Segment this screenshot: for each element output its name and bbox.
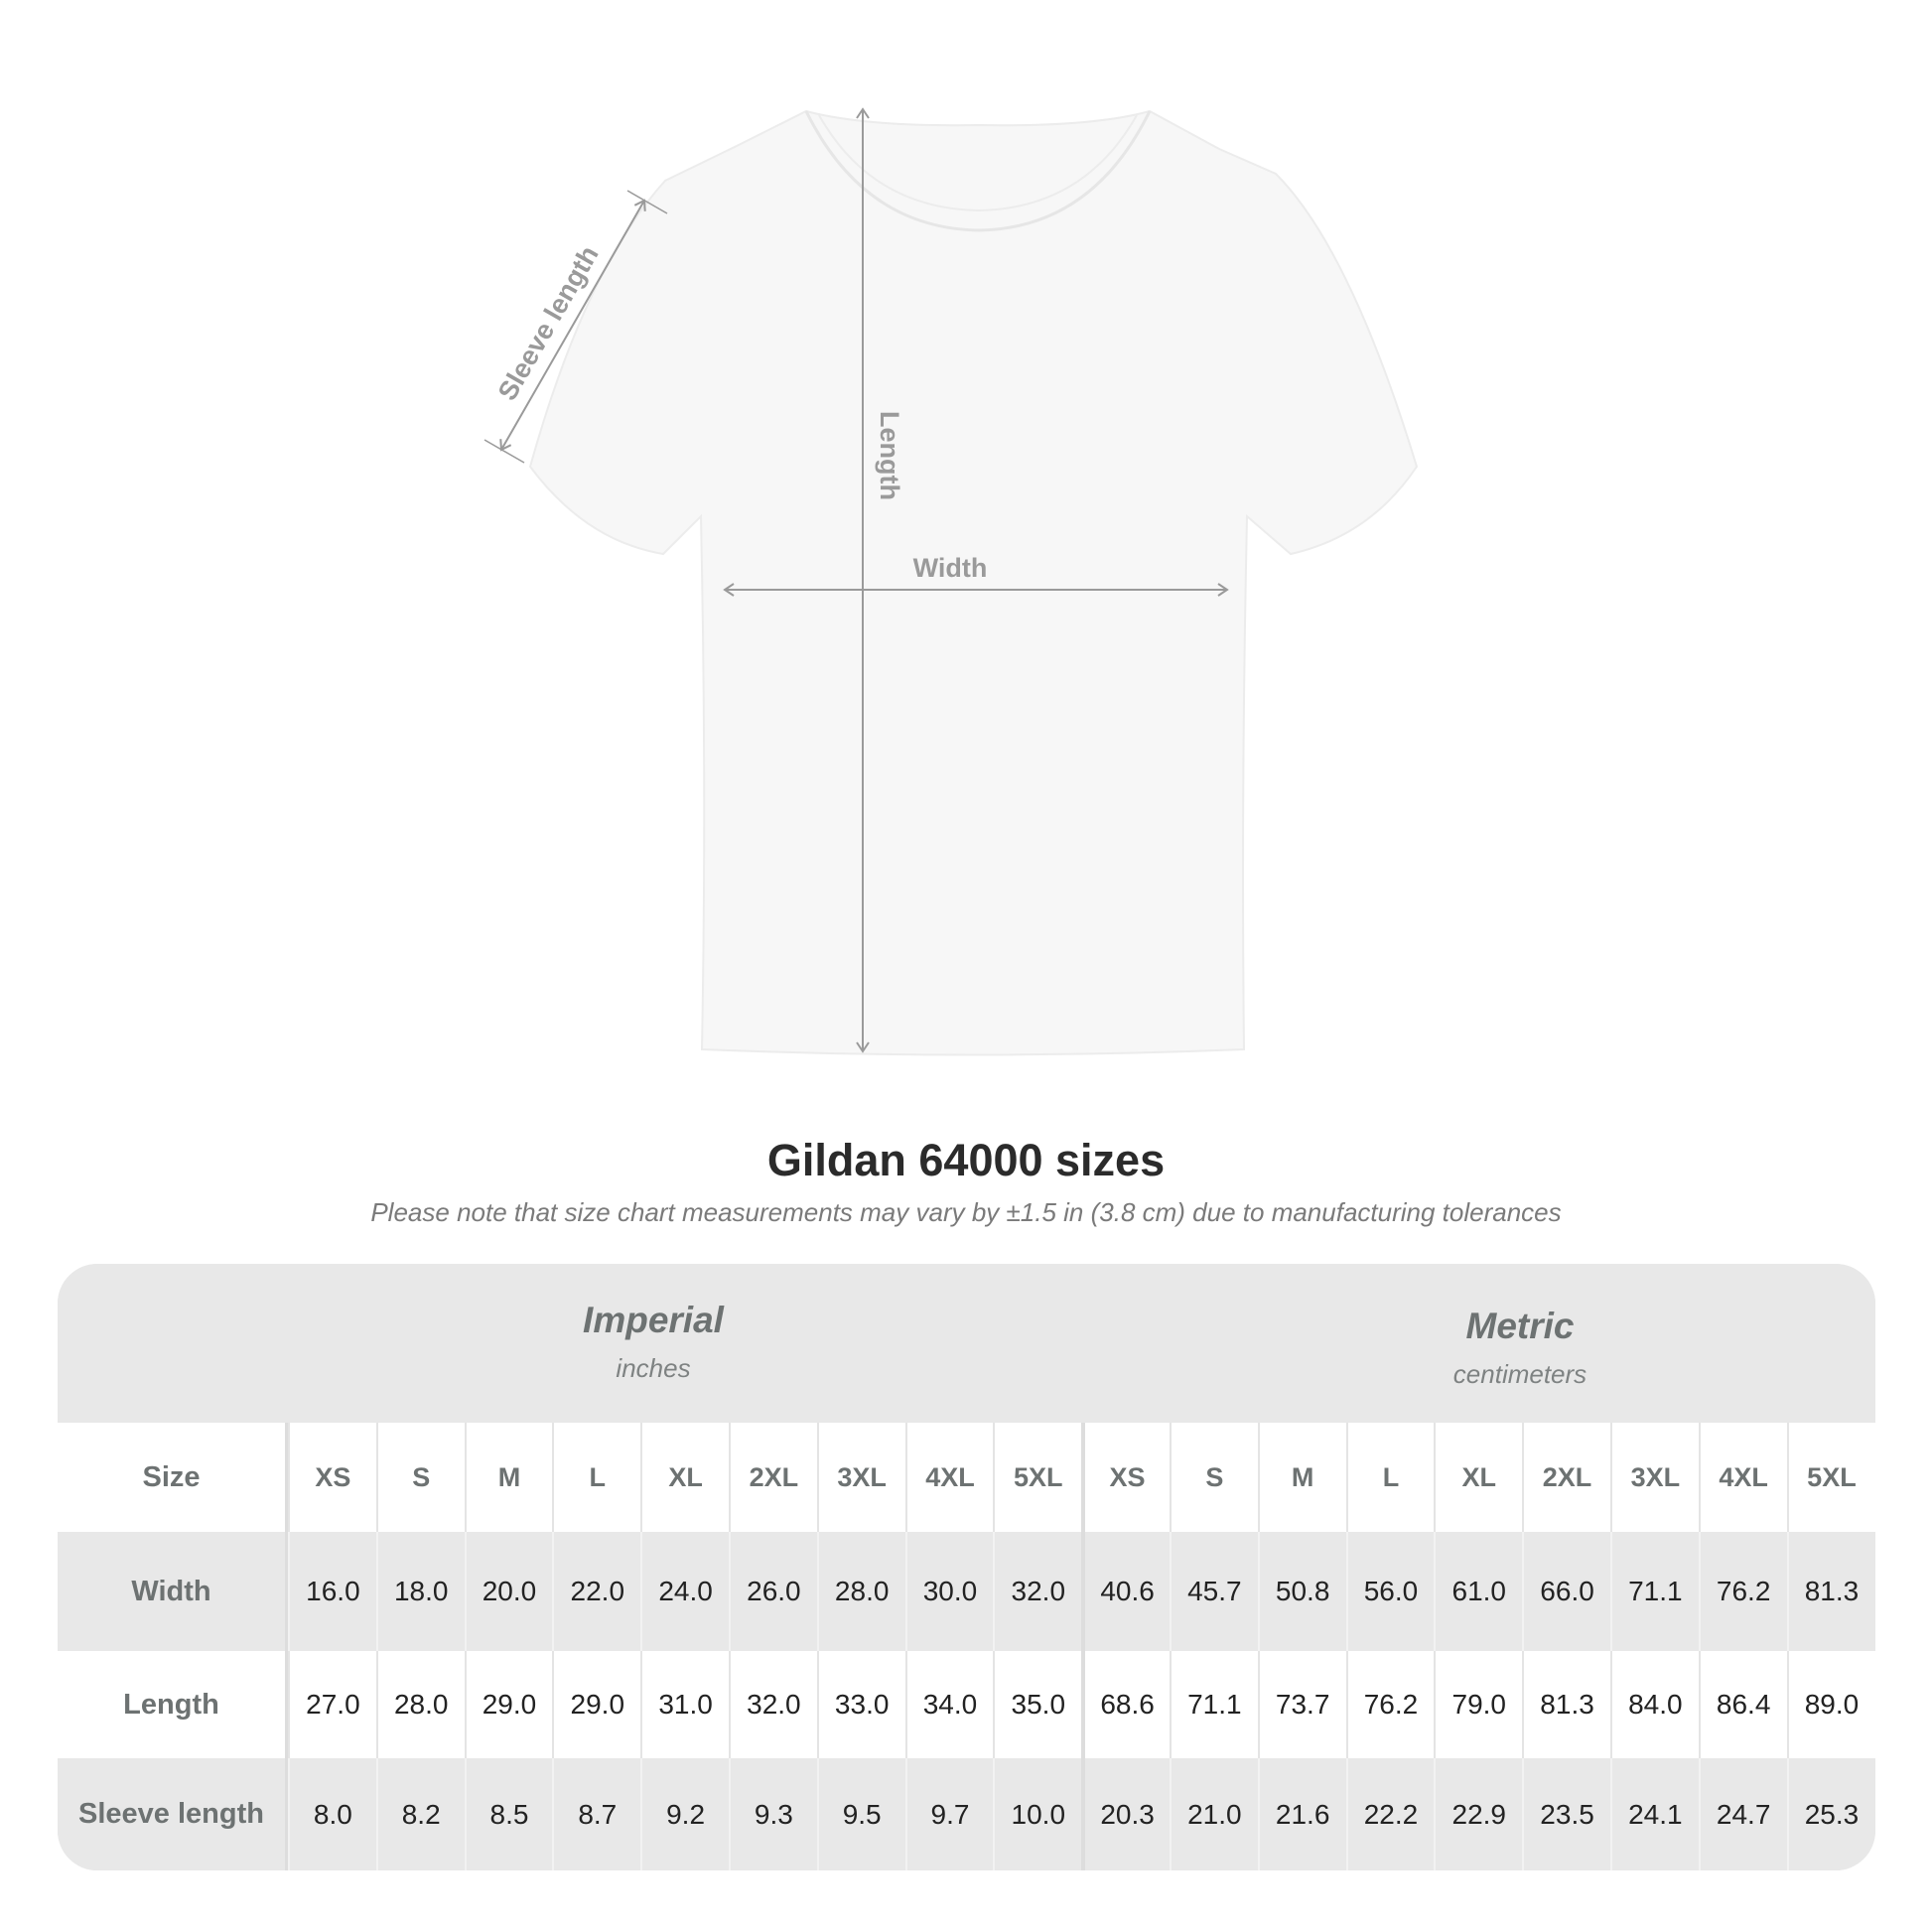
metric-value: 73.7 — [1257, 1651, 1346, 1758]
length-label: Length — [875, 411, 904, 500]
metric-value: 24.7 — [1698, 1758, 1787, 1870]
imperial-value: 28.0 — [816, 1532, 905, 1651]
imperial-value: 9.2 — [640, 1758, 729, 1870]
imperial-header: Imperial inches — [256, 1300, 1050, 1384]
imperial-value: 24.0 — [640, 1532, 729, 1651]
imperial-value: 29.0 — [552, 1651, 640, 1758]
imperial-size-2xl: 2XL — [728, 1423, 817, 1532]
page-title: Gildan 64000 sizes — [766, 1135, 1166, 1185]
imperial-value: 28.0 — [375, 1651, 465, 1758]
metric-size-xs: XS — [1081, 1423, 1170, 1532]
sleeve-tick-bottom — [483, 439, 525, 464]
metric-value: 76.2 — [1698, 1532, 1787, 1651]
metric-size-l: L — [1345, 1423, 1435, 1532]
table-row-width: Width 16.0 18.0 20.0 22.0 24.0 26.0 28.0 30.0 32.… — [58, 1532, 1875, 1651]
sleeve-tick-top — [626, 190, 668, 214]
tolerance-note: Please note that size chart measurements… — [370, 1197, 1562, 1227]
metric-size-xl: XL — [1434, 1423, 1522, 1532]
metric-value: 81.3 — [1522, 1651, 1610, 1758]
unit-header: Imperial inches Metric centimeters — [58, 1264, 1875, 1423]
imperial-size-l: L — [552, 1423, 640, 1532]
imperial-value: 32.0 — [993, 1532, 1081, 1651]
metric-size-3xl: 3XL — [1609, 1423, 1699, 1532]
metric-value: 84.0 — [1609, 1651, 1699, 1758]
imperial-unit: inches — [616, 1353, 691, 1383]
metric-size-s: S — [1169, 1423, 1258, 1532]
collar — [804, 110, 1152, 232]
imperial-value: 33.0 — [816, 1651, 905, 1758]
metric-value: 24.1 — [1609, 1758, 1699, 1870]
metric-value: 22.9 — [1434, 1758, 1522, 1870]
tshirt-diagram: Width Length Sleeve length — [483, 107, 1419, 1056]
imperial-value: 22.0 — [552, 1532, 640, 1651]
metric-value: 45.7 — [1169, 1532, 1258, 1651]
imperial-value: 26.0 — [728, 1532, 817, 1651]
sleeve-arrow — [499, 199, 646, 452]
size-label: Size — [58, 1423, 288, 1532]
metric-value: 76.2 — [1345, 1651, 1435, 1758]
row-label: Length — [58, 1651, 288, 1758]
metric-value: 81.3 — [1786, 1532, 1875, 1651]
imperial-size-xs: XS — [288, 1423, 376, 1532]
imperial-value: 27.0 — [288, 1651, 376, 1758]
imperial-size-xl: XL — [640, 1423, 729, 1532]
metric-value: 21.6 — [1257, 1758, 1346, 1870]
table-row-sleeve-length: Sleeve length 8.0 8.2 8.5 8.7 9.2 9.3 9.5 9.7 10.… — [58, 1758, 1875, 1870]
imperial-value: 29.0 — [464, 1651, 553, 1758]
metric-size-m: M — [1257, 1423, 1346, 1532]
metric-title: Metric — [1465, 1306, 1575, 1346]
row-label: Width — [58, 1532, 288, 1651]
metric-value: 21.0 — [1169, 1758, 1258, 1870]
metric-value: 22.2 — [1345, 1758, 1435, 1870]
imperial-value: 31.0 — [640, 1651, 729, 1758]
size-table: Imperial inches Metric centimeters Size X… — [58, 1264, 1875, 1870]
metric-value: 50.8 — [1257, 1532, 1346, 1651]
metric-value: 66.0 — [1522, 1532, 1610, 1651]
imperial-value: 8.7 — [552, 1758, 640, 1870]
metric-value: 71.1 — [1609, 1532, 1699, 1651]
metric-size-5xl: 5XL — [1786, 1423, 1875, 1532]
imperial-size-3xl: 3XL — [816, 1423, 905, 1532]
imperial-size-s: S — [375, 1423, 465, 1532]
imperial-value: 9.7 — [904, 1758, 994, 1870]
imperial-value: 20.0 — [464, 1532, 553, 1651]
imperial-size-m: M — [464, 1423, 553, 1532]
imperial-value: 10.0 — [993, 1758, 1081, 1870]
table-row-length: Length 27.0 28.0 29.0 29.0 31.0 32.0 33.0 34.0 35… — [58, 1651, 1875, 1758]
imperial-value: 35.0 — [993, 1651, 1081, 1758]
metric-size-4xl: 4XL — [1698, 1423, 1787, 1532]
metric-value: 68.6 — [1081, 1651, 1170, 1758]
imperial-size-5xl: 5XL — [993, 1423, 1081, 1532]
width-label: Width — [913, 553, 988, 583]
imperial-value: 9.5 — [816, 1758, 905, 1870]
metric-value: 71.1 — [1169, 1651, 1258, 1758]
imperial-value: 18.0 — [375, 1532, 465, 1651]
metric-value: 89.0 — [1786, 1651, 1875, 1758]
tshirt-shape — [528, 109, 1419, 1056]
metric-unit: centimeters — [1452, 1359, 1587, 1389]
imperial-value: 16.0 — [288, 1532, 376, 1651]
imperial-value: 9.3 — [728, 1758, 817, 1870]
metric-value: 79.0 — [1434, 1651, 1522, 1758]
metric-value: 61.0 — [1434, 1532, 1522, 1651]
imperial-value: 8.0 — [288, 1758, 376, 1870]
imperial-value: 30.0 — [904, 1532, 994, 1651]
metric-value: 86.4 — [1698, 1651, 1787, 1758]
metric-header: Metric centimeters — [1123, 1306, 1875, 1390]
imperial-value: 34.0 — [904, 1651, 994, 1758]
metric-value: 20.3 — [1081, 1758, 1170, 1870]
metric-value: 56.0 — [1345, 1532, 1435, 1651]
metric-value: 23.5 — [1522, 1758, 1610, 1870]
imperial-value: 8.2 — [375, 1758, 465, 1870]
imperial-size-4xl: 4XL — [904, 1423, 994, 1532]
imperial-value: 32.0 — [728, 1651, 817, 1758]
imperial-title: Imperial — [583, 1300, 724, 1340]
metric-value: 40.6 — [1081, 1532, 1170, 1651]
row-label: Sleeve length — [58, 1758, 288, 1870]
metric-value: 25.3 — [1786, 1758, 1875, 1870]
size-header-row: Size XS S M L XL 2XL 3XL 4XL 5XL XS S M L XL 2XL 3XL 4XL 5… — [58, 1423, 1875, 1532]
imperial-value: 8.5 — [464, 1758, 553, 1870]
metric-size-2xl: 2XL — [1522, 1423, 1610, 1532]
